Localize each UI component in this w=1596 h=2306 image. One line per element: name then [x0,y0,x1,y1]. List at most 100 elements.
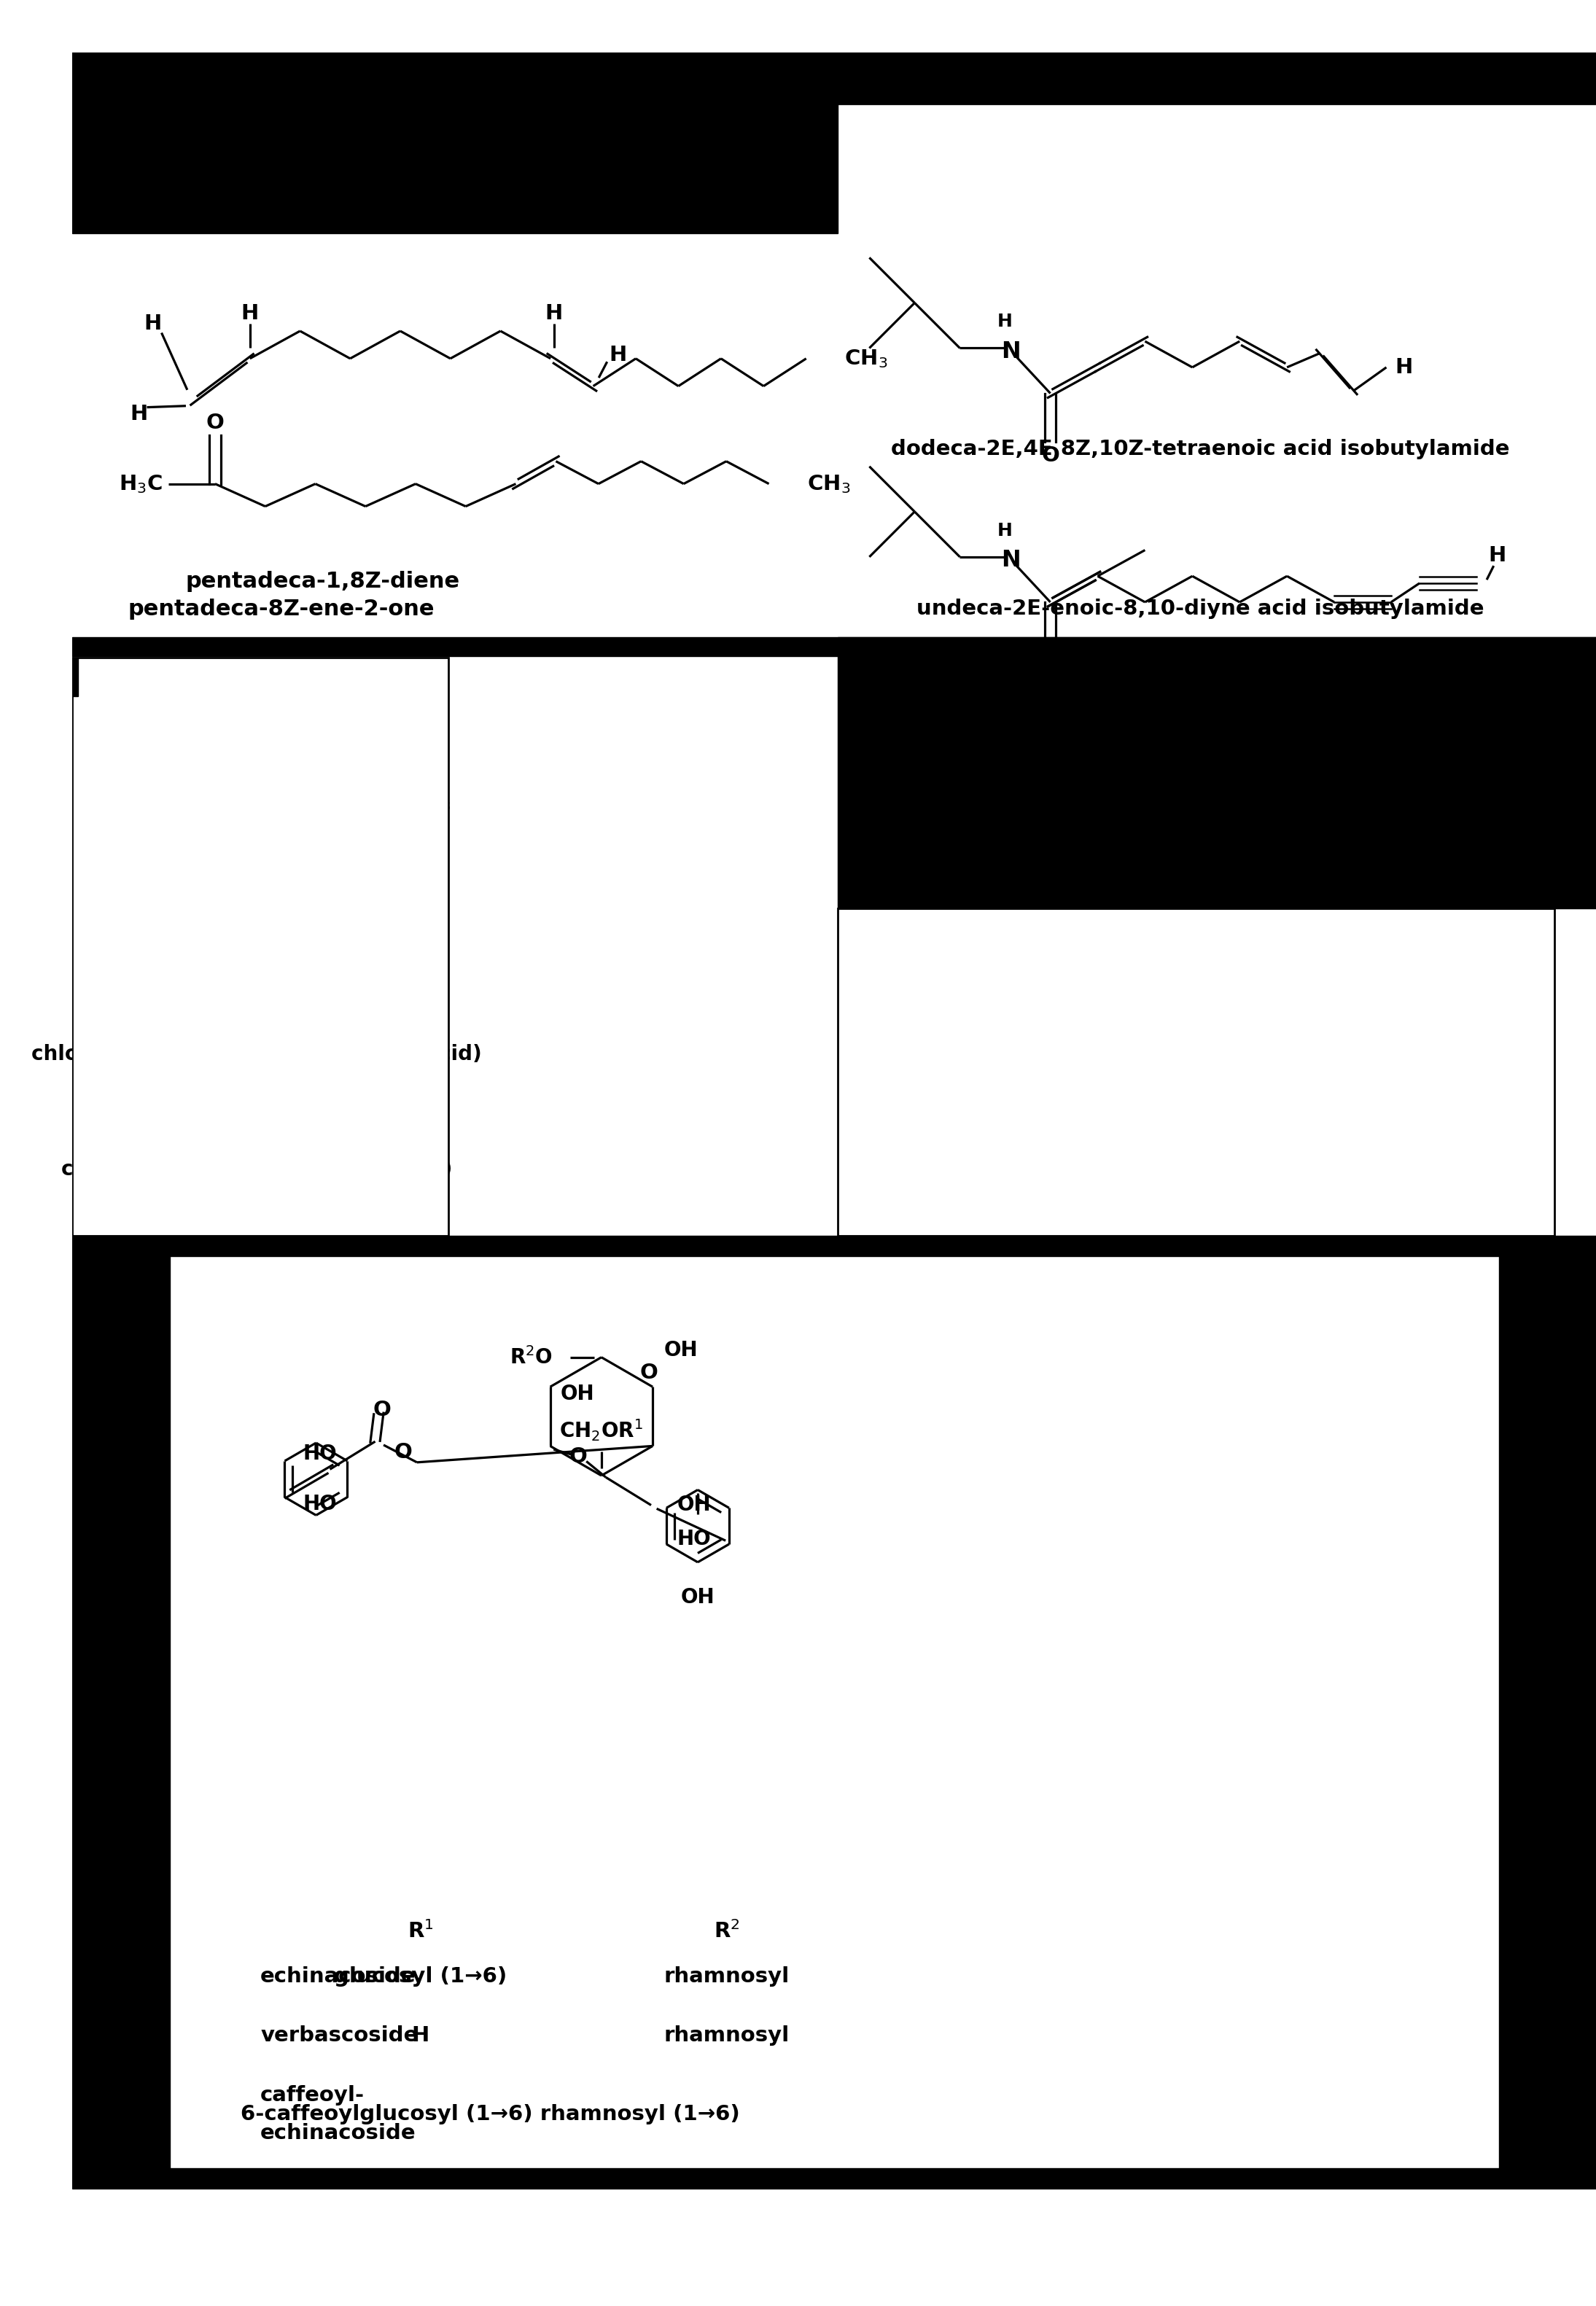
Text: Figure 1. Chemical structures of: Figure 1. Chemical structures of [83,2202,429,2223]
Text: chlorogenic acid (5-caffeoylquinic acid): chlorogenic acid (5-caffeoylquinic acid) [32,1045,482,1065]
Text: H: H [134,1005,150,1026]
Text: O: O [373,1400,391,1420]
Text: R$^2$: R$^2$ [188,966,214,989]
Text: R$^3$: R$^3$ [303,1086,329,1107]
Text: O: O [394,1441,412,1462]
Text: OH: OH [560,1384,595,1404]
Text: N: N [1001,341,1020,362]
Text: H$_3$C: H$_3$C [120,473,163,496]
Text: undeca-2​E-enoic-8,10-diyne acid isobutylamide: undeca-2​E-enoic-8,10-diyne acid isobuty… [916,600,1484,620]
Text: echinacoside: echinacoside [260,1967,417,1988]
Text: H: H [193,1005,209,1026]
Polygon shape [1127,1038,1168,1079]
Polygon shape [177,832,233,842]
Text: OH: OH [664,1340,697,1361]
Text: OR$^4$: OR$^4$ [260,807,303,828]
Text: R$^2$O: R$^2$O [509,1347,552,1367]
Text: glucosyl (1→6): glucosyl (1→6) [334,1967,508,1988]
Bar [72,636,1596,657]
Text: H: H [998,314,1013,330]
Text: H: H [255,1005,273,1026]
Text: rhamnosyl: rhamnosyl [664,1967,790,1988]
Text: HOOC: HOOC [105,828,172,846]
Text: Echinacea: Echinacea [453,2202,562,2223]
Text: H: H [412,2025,429,2045]
Text: R$^1$: R$^1$ [129,966,155,989]
Text: OR$^3$: OR$^3$ [409,802,450,823]
Bar [1499,1257,1596,2168]
Text: constituents. Adapted from Barnes: constituents. Adapted from Barnes [608,2202,993,2223]
Text: CH$_3$: CH$_3$ [808,473,851,496]
Text: HOOC: HOOC [1101,982,1167,1003]
Text: O: O [1041,655,1060,676]
Text: R$^1$: R$^1$ [129,1086,155,1107]
Text: 6-caffeoylglucosyl (1→6) rhamnosyl (1→6): 6-caffeoylglucosyl (1→6) rhamnosyl (1→6) [241,2105,739,2124]
Text: H: H [1489,544,1507,565]
Text: rhamnosyl: rhamnosyl [664,2025,790,2045]
Text: OR$^1$: OR$^1$ [193,802,235,823]
Text: cichoric acid (2,3-dicaffeolyltartaric acid): cichoric acid (2,3-dicaffeolyltartaric a… [956,1169,1430,1190]
Text: HO: HO [303,1494,337,1515]
Text: O: O [568,1446,587,1467]
Text: dodeca-2​E,4​E,8​Z,10​Z-tetraenoic acid isobutylamide: dodeca-2​E,4​E,8​Z,10​Z-tetraenoic acid … [891,438,1510,459]
Text: OH: OH [681,1587,715,1607]
Text: COOH: COOH [1146,1107,1211,1128]
Text: CH$_2$OR$^1$: CH$_2$OR$^1$ [560,1418,643,1444]
Text: caffeoyl: caffeoyl [96,1121,188,1141]
Text: H: H [1395,357,1412,378]
Text: H: H [998,521,1013,540]
Text: H: H [129,404,147,424]
FancyBboxPatch shape [72,657,448,1236]
Text: H: H [144,314,161,334]
Text: R$^2$: R$^2$ [214,1086,238,1107]
Text: caffeoyl: caffeoyl [278,1005,369,1026]
Text: pentadeca-1,8Z-diene: pentadeca-1,8Z-diene [185,570,460,593]
Text: R$^1$: R$^1$ [407,1921,434,1942]
Text: caffeoyl: caffeoyl [180,1121,271,1141]
Text: R$^4$: R$^4$ [348,1086,373,1107]
Text: (caftaric acid = 2-caffeolyltartaric acid): (caftaric acid = 2-caffeolyltartaric aci… [967,1197,1419,1218]
Bar [72,2168,1596,2188]
Polygon shape [1124,1077,1165,1118]
Text: O: O [1066,1015,1084,1033]
Text: et. al: et. al [1036,2202,1090,2223]
Text: caffeoyl-: caffeoyl- [260,2085,365,2105]
Text: H: H [308,1121,324,1141]
Bar [72,104,838,233]
Text: OR$^2$: OR$^2$ [292,768,334,791]
Text: CH$_3$: CH$_3$ [844,348,887,369]
Bar [838,636,1596,909]
Text: O: O [206,413,223,434]
Text: pentadeca-8Z-ene-2-one: pentadeca-8Z-ene-2-one [128,600,434,620]
Text: OH: OH [945,1162,978,1183]
Text: R$^4$: R$^4$ [310,966,335,989]
Text: N: N [1001,549,1020,572]
Bar [72,53,1596,104]
Text: HO: HO [970,1056,1005,1077]
Text: OH: OH [677,1494,710,1515]
Text: H: H [608,344,626,364]
Text: echinacoside: echinacoside [260,2124,417,2145]
Text: HO: HO [677,1529,710,1550]
Text: HO: HO [303,1444,337,1464]
Text: H: H [353,1121,370,1141]
Text: ., 2010.: ., 2010. [1109,2202,1191,2223]
Text: R$^3$: R$^3$ [251,966,276,989]
Text: O: O [1041,445,1060,466]
Text: HO: HO [970,1019,1005,1040]
Text: cynarin (1,3-dicaffeoylquinic acid): cynarin (1,3-dicaffeoylquinic acid) [61,1160,452,1181]
Polygon shape [281,830,292,867]
Text: H: H [241,302,259,323]
Text: O: O [640,1363,658,1384]
Text: O: O [1055,978,1073,998]
Text: R$^2$: R$^2$ [713,1921,739,1942]
Text: OH: OH [945,1195,978,1215]
FancyBboxPatch shape [838,909,1555,1236]
Bar [72,2188,1596,2253]
Bar [72,657,78,696]
Text: verbascoside: verbascoside [260,2025,418,2045]
Text: H: H [546,302,563,323]
Text: O: O [1073,1072,1090,1093]
Text: O: O [1138,1086,1157,1107]
Bar [72,1236,1596,1257]
